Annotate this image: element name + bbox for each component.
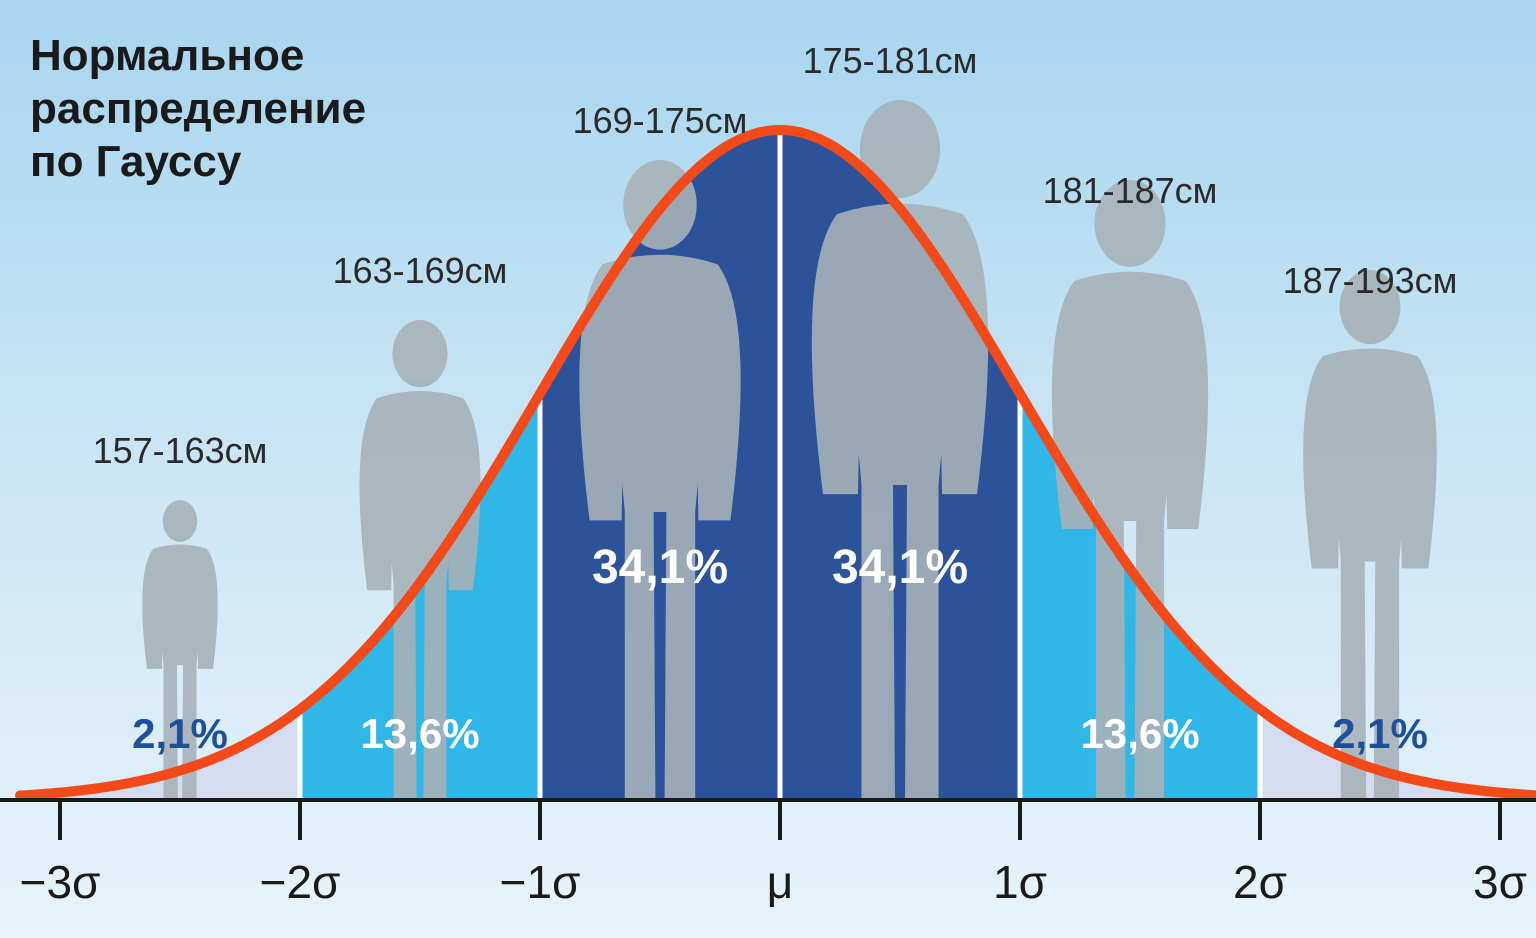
range-label-4: 181-187см <box>1043 170 1218 212</box>
range-label-0: 157-163см <box>93 430 268 472</box>
pct-label-4: 13,6% <box>1080 710 1199 758</box>
axis-label-5: 2σ <box>1233 855 1287 909</box>
range-label-5: 187-193см <box>1283 260 1458 302</box>
range-label-3: 175-181см <box>803 40 978 82</box>
axis-label-1: −2σ <box>260 855 341 909</box>
pct-label-1: 13,6% <box>360 710 479 758</box>
pct-label-0: 2,1% <box>132 710 228 758</box>
axis-label-2: −1σ <box>500 855 581 909</box>
axis-label-3: μ <box>767 855 794 909</box>
axis-label-0: −3σ <box>20 855 101 909</box>
range-label-1: 163-169см <box>333 250 508 292</box>
axis-label-4: 1σ <box>993 855 1047 909</box>
axis-label-6: 3σ <box>1473 855 1527 909</box>
pct-label-2: 34,1% <box>592 540 728 595</box>
pct-label-5: 2,1% <box>1332 710 1428 758</box>
range-label-2: 169-175см <box>573 100 748 142</box>
pct-label-3: 34,1% <box>832 540 968 595</box>
